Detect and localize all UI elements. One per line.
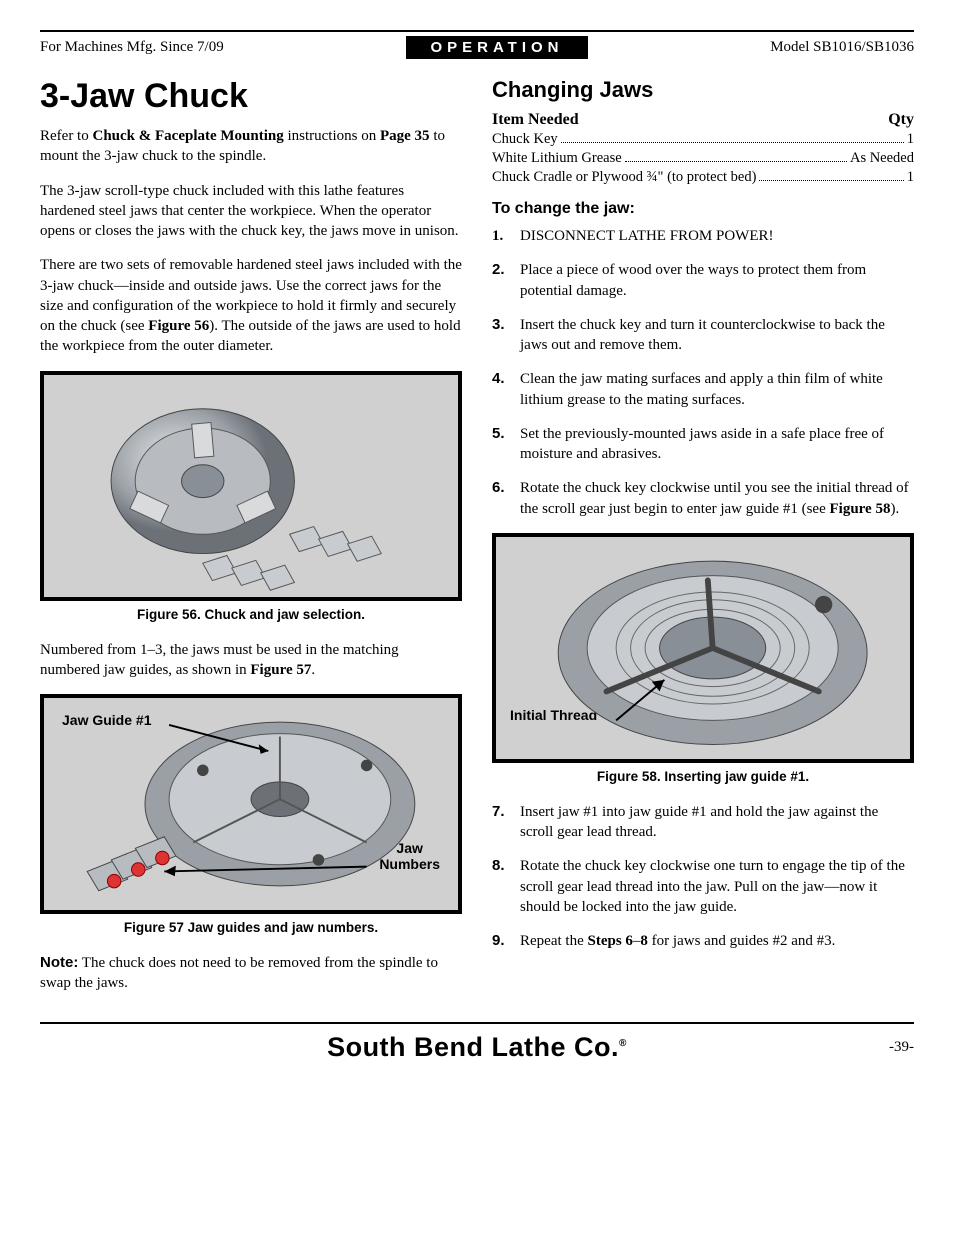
p4-a: Numbered from 1–3, the jaws must be used…	[40, 642, 399, 678]
note-text: The chuck does not need to be removed fr…	[40, 955, 438, 991]
step-num: 3.	[492, 315, 520, 356]
step-1: 1. DISCONNECT LATHE FROM POWER!	[492, 226, 914, 246]
paragraph-4: Numbered from 1–3, the jaws must be used…	[40, 640, 462, 681]
content-columns: 3-Jaw Chuck Refer to Chuck & Faceplate M…	[40, 77, 914, 1008]
p1-b: Chuck & Faceplate Mounting	[92, 128, 283, 144]
figure-56-caption: Figure 56. Chuck and jaw selection.	[40, 607, 462, 622]
item-label: Chuck Key	[492, 131, 558, 148]
step-num: 2.	[492, 260, 520, 301]
figure-57: Jaw Guide #1 Jaw Numbers	[40, 694, 462, 914]
step-7: 7. Insert jaw #1 into jaw guide #1 and h…	[492, 802, 914, 843]
bottom-rule	[40, 1022, 914, 1024]
note-paragraph: Note: The chuck does not need to be remo…	[40, 953, 462, 994]
s9-b: Steps 6	[587, 933, 632, 949]
s9-a: Repeat the	[520, 933, 587, 949]
item-label: Chuck Cradle or Plywood ¾" (to protect b…	[492, 169, 756, 186]
step-num: 1.	[492, 226, 520, 246]
header-right: Model SB1016/SB1036	[770, 39, 914, 56]
footer-row: South Bend Lathe Co.® -39-	[40, 1032, 914, 1063]
step-3: 3. Insert the chuck key and turn it coun…	[492, 315, 914, 356]
step-text: Rotate the chuck key clockwise one turn …	[520, 856, 914, 917]
step-text: Place a piece of wood over the ways to p…	[520, 260, 914, 301]
step-9: 9. Repeat the Steps 6–8 for jaws and gui…	[492, 931, 914, 951]
item-dots	[561, 142, 904, 143]
p1-d: Page 35	[380, 128, 430, 144]
figure-58: Initial Thread	[492, 533, 914, 763]
items-header: Item Needed Qty	[492, 111, 914, 129]
step-text: Rotate the chuck key clockwise until you…	[520, 478, 914, 519]
registered-icon: ®	[619, 1038, 627, 1049]
p1-a: Refer to	[40, 128, 92, 144]
items-header-right: Qty	[888, 111, 914, 129]
step-text: Repeat the Steps 6–8 for jaws and guides…	[520, 931, 835, 951]
step-5: 5. Set the previously-mounted jaws aside…	[492, 424, 914, 465]
step-num: 9.	[492, 931, 520, 951]
item-qty: 1	[907, 131, 914, 148]
brand-logo: South Bend Lathe Co.®	[327, 1032, 627, 1063]
p3-b: Figure 56	[148, 318, 209, 334]
fig58-illustration	[496, 537, 910, 759]
section-title: 3-Jaw Chuck	[40, 77, 462, 116]
figure-57-caption: Figure 57 Jaw guides and jaw numbers.	[40, 920, 462, 935]
step-num: 6.	[492, 478, 520, 519]
step-4: 4. Clean the jaw mating surfaces and app…	[492, 369, 914, 410]
item-dots	[759, 180, 903, 181]
step-text: Clean the jaw mating surfaces and apply …	[520, 369, 914, 410]
item-row: Chuck Key 1	[492, 131, 914, 148]
note-label: Note:	[40, 954, 78, 971]
step-text: Insert the chuck key and turn it counter…	[520, 315, 914, 356]
right-column: Changing Jaws Item Needed Qty Chuck Key …	[492, 77, 914, 1008]
figure-58-caption: Figure 58. Inserting jaw guide #1.	[492, 769, 914, 784]
item-row: White Lithium Grease As Needed	[492, 150, 914, 167]
steps-list: 1. DISCONNECT LATHE FROM POWER! 2. Place…	[492, 226, 914, 519]
items-header-left: Item Needed	[492, 111, 579, 129]
figure-56	[40, 371, 462, 601]
page-number: -39-	[889, 1039, 914, 1056]
header-row: For Machines Mfg. Since 7/09 OPERATION M…	[40, 36, 914, 59]
intro-paragraph-3: There are two sets of removable hardened…	[40, 255, 462, 356]
header-center-badge: OPERATION	[406, 36, 587, 59]
left-column: 3-Jaw Chuck Refer to Chuck & Faceplate M…	[40, 77, 462, 1008]
s6-b: Figure 58	[830, 501, 891, 517]
changing-jaws-title: Changing Jaws	[492, 77, 914, 103]
steps-list-2: 7. Insert jaw #1 into jaw guide #1 and h…	[492, 802, 914, 952]
step-text: DISCONNECT LATHE FROM POWER!	[520, 226, 773, 246]
s9-e: for jaws and guides #2 and #3.	[648, 933, 835, 949]
p4-b: Figure 57	[250, 662, 311, 678]
step-num: 5.	[492, 424, 520, 465]
step-num: 7.	[492, 802, 520, 843]
step-2: 2. Place a piece of wood over the ways t…	[492, 260, 914, 301]
item-label: White Lithium Grease	[492, 150, 622, 167]
fig57-illustration	[44, 698, 458, 910]
step-6: 6. Rotate the chuck key clockwise until …	[492, 478, 914, 519]
step-num: 8.	[492, 856, 520, 917]
item-row: Chuck Cradle or Plywood ¾" (to protect b…	[492, 169, 914, 186]
brand-text: South Bend Lathe Co.	[327, 1032, 619, 1062]
item-dots	[625, 161, 847, 162]
step-num: 4.	[492, 369, 520, 410]
item-qty: As Needed	[850, 150, 914, 167]
fig56-illustration	[44, 375, 458, 597]
p4-c: .	[311, 662, 315, 678]
s6-c: ).	[890, 501, 899, 517]
header-left: For Machines Mfg. Since 7/09	[40, 39, 224, 56]
step-text: Set the previously-mounted jaws aside in…	[520, 424, 914, 465]
step-text: Insert jaw #1 into jaw guide #1 and hold…	[520, 802, 914, 843]
intro-paragraph-2: The 3-jaw scroll-type chuck included wit…	[40, 181, 462, 242]
step-8: 8. Rotate the chuck key clockwise one tu…	[492, 856, 914, 917]
p1-c: instructions on	[284, 128, 380, 144]
procedure-title: To change the jaw:	[492, 200, 914, 218]
intro-paragraph-1: Refer to Chuck & Faceplate Mounting inst…	[40, 126, 462, 167]
top-rule	[40, 30, 914, 32]
item-qty: 1	[907, 169, 914, 186]
s9-d: 8	[640, 933, 648, 949]
